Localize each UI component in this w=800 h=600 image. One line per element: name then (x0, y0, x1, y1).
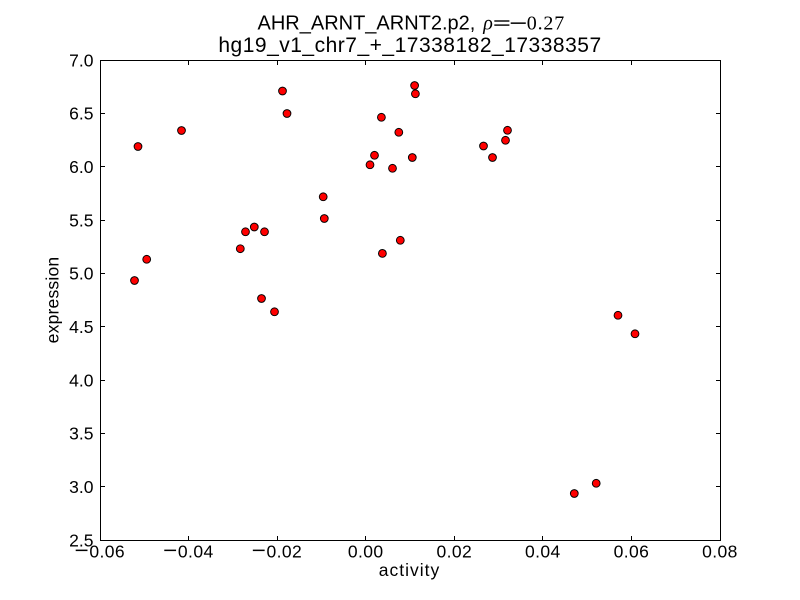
svg-text:0.06: 0.06 (89, 542, 125, 562)
svg-text:0.08: 0.08 (702, 542, 738, 562)
svg-text:6.0: 6.0 (69, 157, 94, 177)
svg-text:0.27: 0.27 (527, 13, 565, 35)
svg-text:2.5: 2.5 (69, 530, 93, 550)
svg-text:AHR_ARNT_ARNT2.p2,: AHR_ARNT_ARNT2.p2, (258, 13, 476, 35)
svg-text:4.0: 4.0 (69, 370, 94, 390)
svg-text:ρ: ρ (482, 13, 493, 35)
svg-text:hg19_v1_chr7_+_17338182_173383: hg19_v1_chr7_+_17338182_17338357 (218, 34, 601, 57)
svg-text:6.5: 6.5 (69, 104, 93, 124)
svg-text:5.5: 5.5 (69, 210, 93, 230)
svg-text:0.02: 0.02 (436, 542, 472, 562)
svg-text:activity: activity (379, 560, 440, 580)
svg-text:0.02: 0.02 (267, 542, 303, 562)
svg-text:0.00: 0.00 (348, 542, 384, 562)
svg-text:expression: expression (43, 257, 63, 344)
svg-text:3.0: 3.0 (69, 477, 94, 497)
svg-text:0.04: 0.04 (525, 542, 561, 562)
svg-text:4.5: 4.5 (69, 317, 93, 337)
svg-text:0.04: 0.04 (178, 542, 214, 562)
svg-text:7.0: 7.0 (69, 50, 94, 70)
svg-text:3.5: 3.5 (69, 424, 93, 444)
svg-text:0.06: 0.06 (614, 542, 650, 562)
svg-text:5.0: 5.0 (69, 264, 94, 284)
